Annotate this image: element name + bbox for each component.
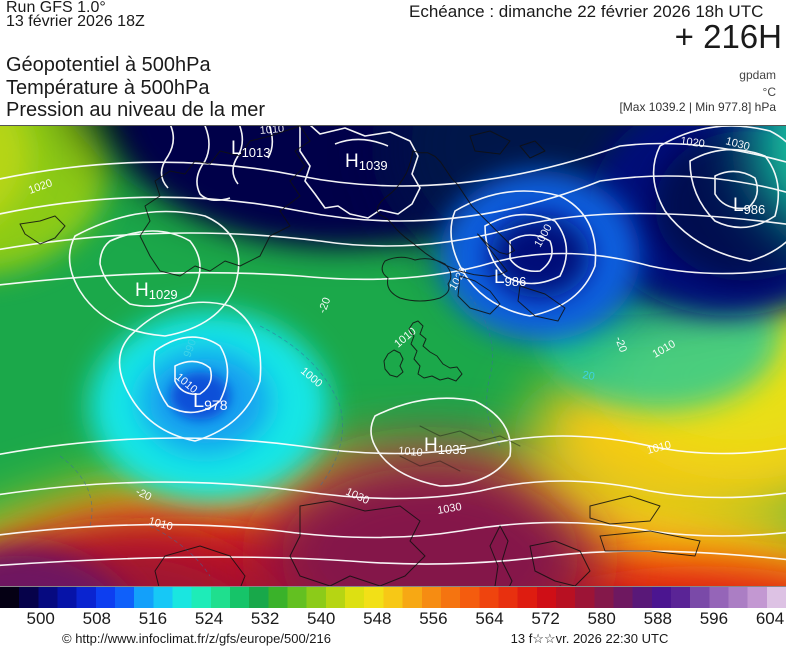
svg-text:20: 20: [581, 369, 595, 383]
